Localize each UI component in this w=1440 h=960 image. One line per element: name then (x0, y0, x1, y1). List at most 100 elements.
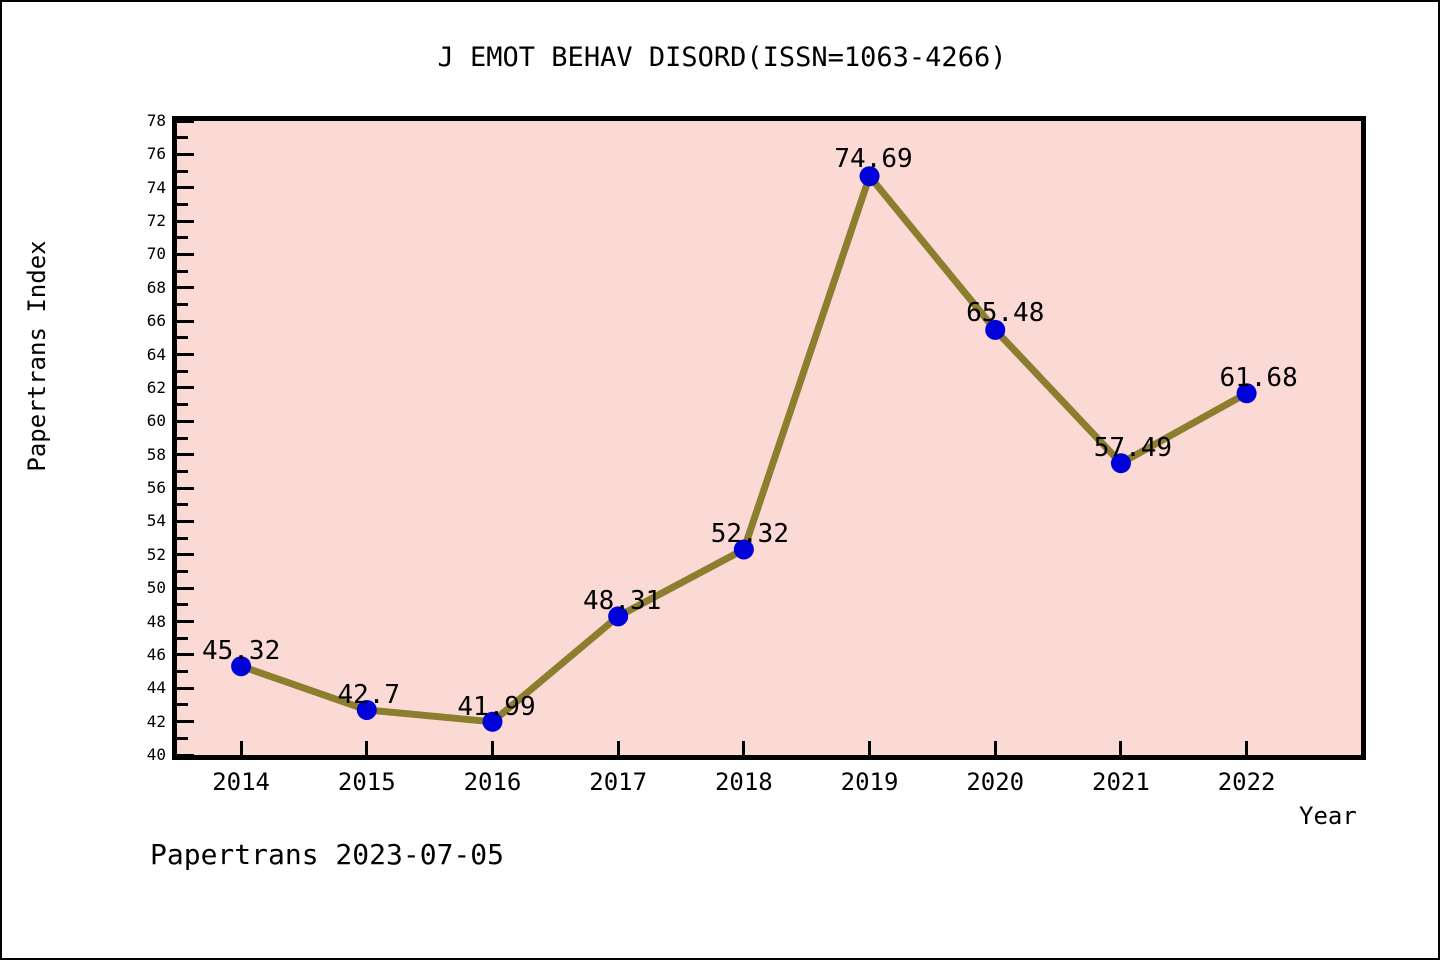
data-point-marker[interactable] (608, 606, 629, 627)
y-tick-label: 62 (146, 377, 166, 397)
y-axis-tick-labels: 40 42 44 46 48 50 52 54 56 58 60 62 64 66 68 70 72 74 76 78 (120, 111, 166, 764)
y-tick-label: 46 (146, 644, 166, 664)
x-tick-major (1119, 741, 1123, 755)
y-tick-major (177, 219, 194, 223)
y-tick-minor (177, 536, 188, 540)
y-tick-minor (177, 703, 188, 707)
y-tick-label: 42 (146, 711, 166, 731)
x-axis-title: Year (1299, 802, 1357, 830)
y-axis-title: Papertrans Index (23, 240, 51, 472)
x-tick-major (868, 741, 872, 755)
data-point-marker[interactable] (859, 166, 880, 187)
y-tick-major (177, 319, 194, 323)
x-tick-label: 2020 (966, 768, 1025, 796)
y-tick-major (177, 553, 194, 557)
y-tick-label: 64 (146, 344, 166, 364)
y-tick-label: 70 (146, 244, 166, 264)
y-tick-minor (177, 403, 188, 407)
x-tick-label: 2021 (1092, 768, 1150, 796)
y-tick-minor (177, 136, 188, 140)
data-point-marker[interactable] (985, 319, 1006, 340)
y-tick-label: 68 (146, 277, 166, 297)
x-tick-major (993, 741, 997, 755)
y-tick-label: 40 (146, 745, 166, 764)
data-point-label: 45.32 (201, 636, 281, 667)
y-tick-minor (177, 736, 188, 740)
x-tick-major (490, 741, 494, 755)
y-tick-label: 60 (146, 411, 166, 431)
data-point-label: 41.99 (457, 691, 536, 722)
y-tick-major (177, 653, 194, 657)
x-tick-label: 2016 (463, 768, 522, 796)
data-point-label: 42.7 (337, 679, 401, 710)
y-tick-major (177, 186, 194, 190)
y-tick-major (177, 686, 194, 690)
y-tick-minor (177, 303, 188, 307)
y-tick-minor (177, 603, 188, 607)
y-tick-minor (177, 202, 188, 206)
y-tick-minor (177, 236, 188, 240)
y-tick-label: 54 (146, 511, 166, 531)
x-tick-label: 2018 (714, 768, 773, 796)
x-tick-label: 2017 (589, 768, 648, 796)
y-tick-major (177, 353, 194, 357)
y-tick-minor (177, 369, 188, 373)
data-point-label: 57.49 (1093, 433, 1173, 464)
data-point-marker[interactable] (482, 711, 503, 732)
x-tick-label: 2014 (212, 768, 270, 796)
data-point-marker[interactable] (231, 656, 252, 677)
y-tick-label: 56 (146, 478, 166, 498)
y-tick-minor (177, 503, 188, 507)
y-tick-major (177, 586, 194, 590)
y-tick-label: 72 (146, 211, 166, 231)
x-tick-major (742, 741, 746, 755)
y-tick-major (177, 720, 194, 724)
y-tick-minor (177, 169, 188, 173)
y-tick-minor (177, 670, 188, 674)
y-tick-major (177, 419, 194, 423)
y-tick-major (177, 152, 194, 156)
y-tick-label: 78 (146, 111, 166, 130)
y-tick-major (177, 286, 194, 290)
data-point-marker[interactable] (356, 699, 377, 720)
y-tick-major (177, 486, 194, 490)
y-tick-major (177, 753, 194, 757)
footer-note: Papertrans 2023-07-05 (150, 838, 505, 871)
y-tick-label: 48 (146, 611, 166, 631)
y-tick-minor (177, 569, 188, 573)
y-tick-major (177, 119, 194, 123)
x-tick-major (239, 741, 243, 755)
data-point-label: 74.69 (834, 144, 913, 175)
y-tick-label: 58 (146, 444, 166, 464)
data-point-label: 52.32 (710, 519, 789, 550)
data-point-marker[interactable] (1110, 453, 1131, 474)
y-tick-major (177, 519, 194, 523)
y-tick-major (177, 453, 194, 457)
y-tick-minor (177, 336, 188, 340)
x-tick-major (1245, 741, 1249, 755)
y-tick-major (177, 252, 194, 256)
data-point-marker[interactable] (1236, 383, 1257, 404)
y-tick-label: 50 (146, 578, 166, 598)
y-tick-major (177, 620, 194, 624)
y-tick-major (177, 386, 194, 390)
x-tick-label: 2019 (840, 768, 899, 796)
y-tick-label: 76 (146, 144, 166, 164)
y-tick-minor (177, 636, 188, 640)
chart-title: J EMOT BEHAV DISORD(ISSN=1063-4266) (437, 42, 1007, 73)
data-point-marker[interactable] (733, 539, 754, 560)
y-tick-label: 66 (146, 311, 166, 331)
data-point-label: 65.48 (966, 297, 1045, 328)
x-tick-label: 2015 (337, 768, 396, 796)
y-tick-minor (177, 436, 188, 440)
y-tick-minor (177, 469, 188, 473)
x-tick-major (616, 741, 620, 755)
data-series-layer (231, 166, 1257, 732)
plot-area (172, 116, 1366, 760)
data-point-label: 61.68 (1219, 363, 1298, 394)
x-tick-label: 2022 (1217, 768, 1276, 796)
y-tick-label: 52 (146, 544, 166, 564)
y-tick-label: 74 (146, 177, 166, 197)
y-tick-label: 44 (146, 678, 166, 698)
